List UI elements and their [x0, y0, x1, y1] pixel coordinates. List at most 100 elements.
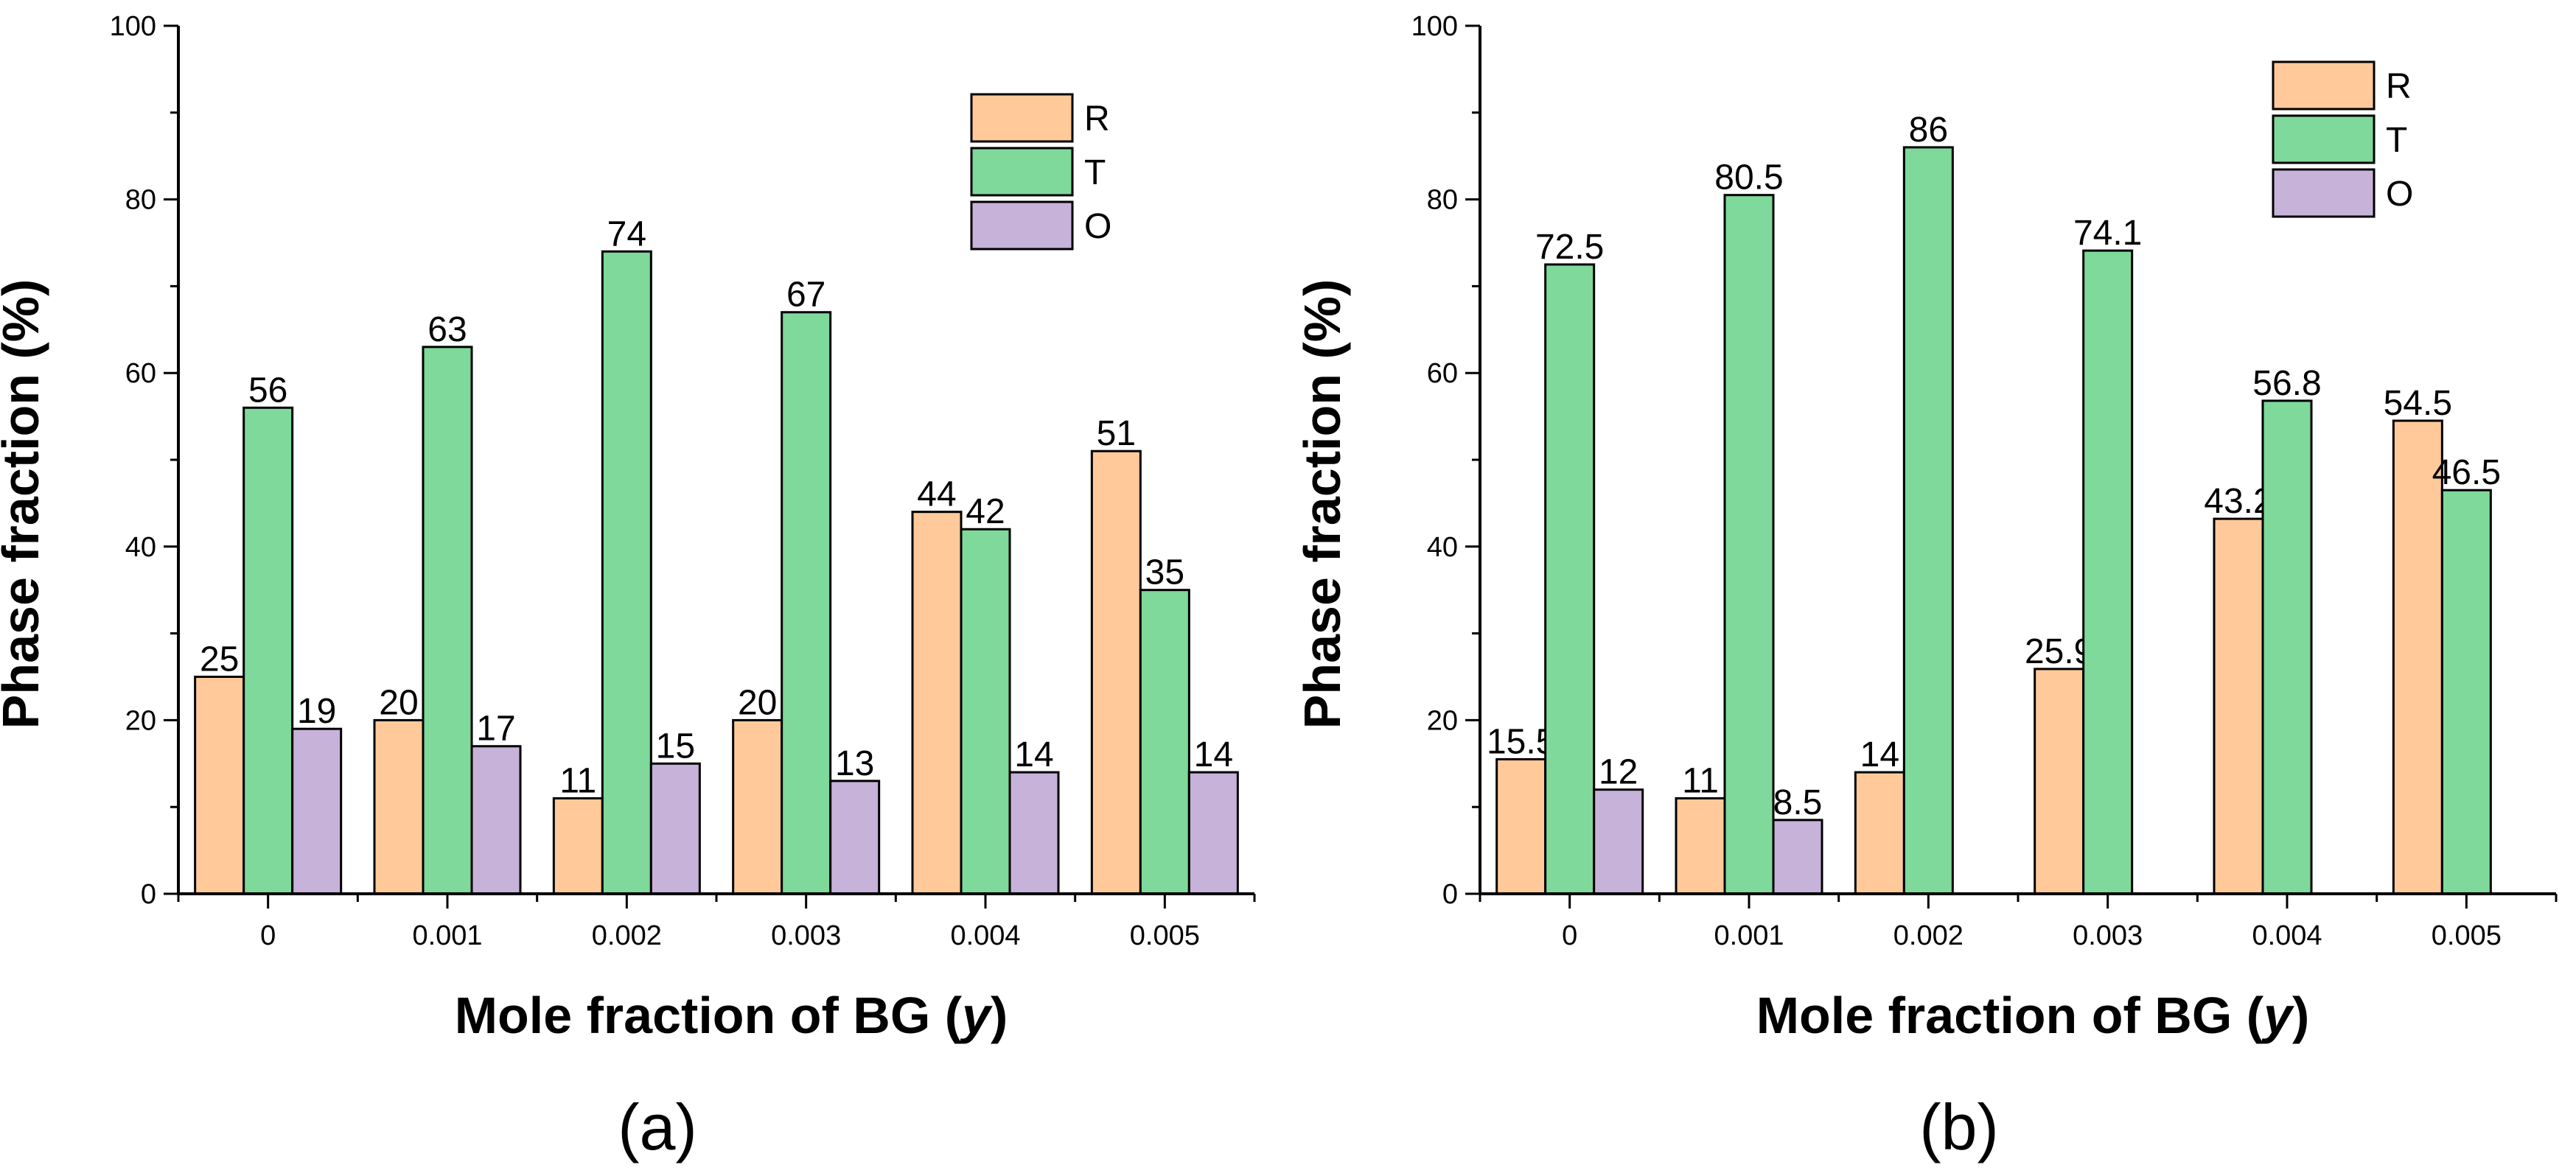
panel-a-y-tick-label: 20: [125, 705, 156, 736]
panel-b-bar-T-0: [1544, 263, 1596, 895]
panel-a-bar-R-0: [194, 676, 245, 895]
panel-a-data-label-R-4: 44: [917, 475, 956, 514]
panel-a-bar-R-3: [732, 718, 783, 895]
panel-b-data-label-T-3: 74.1: [2073, 214, 2142, 253]
panel-b-data-label-R-0: 15.5: [1487, 722, 1555, 761]
panel-a-legend-label-T: T: [1084, 153, 1106, 192]
panel-a-bar-R-5: [1090, 449, 1142, 895]
panel-a-x-axis-title-end: ): [991, 987, 1008, 1044]
panel-b-legend-swatch-O: [2272, 168, 2376, 218]
panel-a-legend-swatch-O: [970, 200, 1074, 251]
panel-a-bar-O-5: [1187, 771, 1239, 895]
panel-a-x-tick-label: 0.001: [412, 920, 482, 951]
panel-b-data-label-T-0: 72.5: [1535, 228, 1604, 267]
panel-a-y-tick-label: 60: [125, 358, 156, 389]
panel-b-y-tick-label: 60: [1427, 358, 1458, 389]
panel-b-x-tick-label: 0.005: [2432, 920, 2502, 951]
panel-a-bar-T-2: [601, 250, 652, 895]
panel-a-bar-R-1: [373, 718, 425, 895]
panel-b-y-tick-label: 0: [1442, 879, 1458, 910]
panel-b-bar-T-3: [2082, 249, 2134, 895]
panel-b-y-tick-label: 20: [1427, 705, 1458, 736]
panel-a-bar-T-1: [422, 346, 473, 895]
panel-a-legend-swatch-R: [970, 93, 1074, 143]
panel-b-bar-T-2: [1902, 146, 1954, 895]
panel-a-data-label-T-2: 74: [607, 214, 646, 253]
panel-a-data-label-O-0: 19: [297, 692, 336, 731]
panel-b-label: (b): [1919, 1091, 1999, 1163]
panel-a-x-axis-title-main: Mole fraction of BG (: [455, 987, 963, 1044]
panel-a-bar-O-2: [649, 762, 701, 895]
panel-a-bar-O-1: [470, 745, 522, 895]
panel-a-bar-T-0: [242, 406, 294, 895]
panel-b-data-label-O-1: 8.5: [1773, 783, 1823, 822]
panel-b-data-label-R-2: 14: [1860, 735, 1899, 774]
panel-a-bar-R-2: [552, 797, 604, 895]
panel-b-x-tick-label: 0.003: [2073, 920, 2143, 951]
panel-b-data-label-T-2: 86: [1909, 111, 1948, 150]
panel-b-x-axis-title: Mole fraction of BG (y): [1756, 987, 2310, 1044]
panel-b-legend-label-R: R: [2386, 67, 2412, 106]
panel-b-x-tick-label: 0.002: [1893, 920, 1964, 951]
panel-a-label: (a): [618, 1091, 697, 1163]
panel-a-x-axis-title-var: y: [960, 987, 993, 1044]
panel-b-legend-label-T: T: [2386, 121, 2407, 160]
panel-a-y-tick-label: 40: [125, 532, 156, 563]
panel-b-data-label-R-5: 54.5: [2384, 384, 2452, 423]
panel-b-y-tick-label: 40: [1427, 532, 1458, 563]
panel-a-data-label-T-3: 67: [786, 276, 825, 315]
panel-a-data-label-T-1: 63: [427, 310, 467, 349]
panel-a-data-label-O-4: 14: [1014, 735, 1053, 774]
panel-a-x-tick-label: 0: [260, 920, 276, 951]
panel-b-bar-R-0: [1495, 757, 1547, 895]
panel-a: 0 20 40 60 80 100 0 0.001 0.002 0.003 0.004 0.005 25…: [0, 11, 1256, 1163]
panel-a-data-label-O-5: 14: [1194, 735, 1233, 774]
panel-b-x-tick-label: 0.004: [2252, 920, 2322, 951]
panel-a-y-axis-title: Phase fraction (%): [0, 279, 49, 729]
panel-b-y-axis-title: Phase fraction (%): [1294, 279, 1351, 729]
panel-a-data-label-R-1: 20: [379, 683, 418, 722]
panel-b-bar-R-4: [2213, 517, 2264, 895]
panel-b-x-axis-title-var: y: [2261, 987, 2294, 1044]
panel-a-legend-label-O: O: [1084, 207, 1111, 246]
panel-b-data-label-O-0: 12: [1599, 753, 1638, 792]
panel-a-bar-T-5: [1139, 589, 1190, 895]
panel-a-y-tick-label: 80: [125, 185, 156, 216]
panel-a-y-tick-label: 0: [141, 879, 156, 910]
panel-a-x-tick-label: 0.005: [1130, 920, 1200, 951]
panel-a-legend-label-R: R: [1084, 99, 1110, 139]
panel-a-data-label-T-4: 42: [966, 492, 1005, 531]
panel-a-data-label-R-5: 51: [1097, 414, 1136, 453]
panel-b-y-tick-label: 100: [1411, 11, 1458, 42]
panel-b-bar-R-3: [2034, 668, 2085, 895]
panel-a-x-tick-label: 0.004: [950, 920, 1020, 951]
panel-b-data-label-T-4: 56.8: [2252, 364, 2321, 403]
panel-b-bar-T-5: [2440, 489, 2492, 895]
panel-a-bar-O-0: [291, 727, 343, 895]
panel-a-data-label-R-2: 11: [559, 761, 596, 800]
panel-a-data-label-O-2: 15: [656, 727, 695, 766]
panel-b-data-label-R-4: 43.2: [2204, 482, 2272, 521]
panel-b-data-label-R-3: 25.9: [2025, 632, 2093, 671]
panel-b-legend-swatch-R: [2272, 60, 2376, 111]
panel-b: 0 20 40 60 80 100 0 0.001 0.002 0.003 0.004 0.005 15…: [1294, 11, 2558, 1163]
panel-b-legend-swatch-T: [2272, 114, 2376, 164]
panel-a-data-label-O-3: 13: [835, 744, 874, 783]
panel-b-bar-R-2: [1854, 771, 1905, 895]
panel-a-bar-O-3: [829, 780, 881, 895]
panel-b-bar-O-1: [1772, 819, 1823, 895]
panel-a-x-tick-label: 0.003: [771, 920, 841, 951]
panel-a-legend-swatch-T: [970, 147, 1074, 197]
panel-b-data-label-T-5: 46.5: [2432, 453, 2501, 492]
panel-a-data-label-O-1: 17: [476, 710, 515, 749]
panel-a-x-axis-title: Mole fraction of BG (y): [455, 987, 1008, 1044]
panel-b-data-label-R-1: 11: [1682, 761, 1719, 800]
panel-a-bar-R-4: [911, 511, 963, 895]
panel-b-y-tick-label: 80: [1427, 185, 1458, 216]
panel-a-x-tick-label: 0.002: [592, 920, 662, 951]
panel-b-legend-label-O: O: [2386, 175, 2413, 214]
panel-a-data-label-T-5: 35: [1145, 553, 1184, 592]
panel-b-bar-T-4: [2261, 399, 2313, 895]
